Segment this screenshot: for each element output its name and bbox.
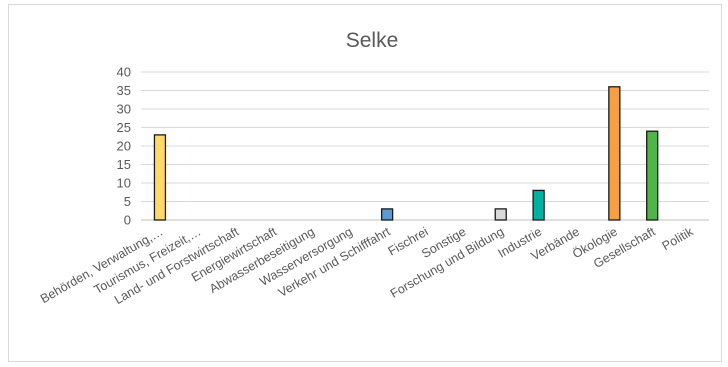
chart-title: Selke [346, 29, 399, 52]
y-tick-label: 0 [124, 213, 131, 228]
gridlines [141, 71, 709, 221]
x-axis-labels: Behörden, Verwaltung,…Tourismus, Freizei… [38, 224, 696, 307]
bar-6 [380, 208, 394, 221]
y-tick-label: 40 [117, 65, 131, 80]
y-tick-label: 10 [117, 176, 131, 191]
y-tick-label: 20 [117, 139, 131, 154]
y-tick-label: 5 [124, 194, 131, 209]
y-tick-label: 15 [117, 157, 131, 172]
bar-12 [608, 86, 621, 221]
bar-chart: Selke 0 5 10 15 20 25 30 35 40 Behörden, Verwalt… [38, 29, 709, 307]
y-tick-label: 35 [117, 83, 131, 98]
bars [153, 86, 659, 221]
y-axis-ticks: 0 5 10 15 20 25 30 35 40 [117, 65, 131, 228]
x-category-label: Politik [660, 224, 697, 253]
bar-0 [153, 134, 167, 221]
y-tick-label: 30 [117, 102, 131, 117]
y-tick-label: 25 [117, 120, 131, 135]
bar-13 [646, 130, 659, 221]
chart-frame: Selke 0 5 10 15 20 25 30 35 40 Behörden, Verwalt… [8, 4, 722, 362]
bar-10 [532, 189, 545, 221]
bar-9 [494, 208, 507, 221]
